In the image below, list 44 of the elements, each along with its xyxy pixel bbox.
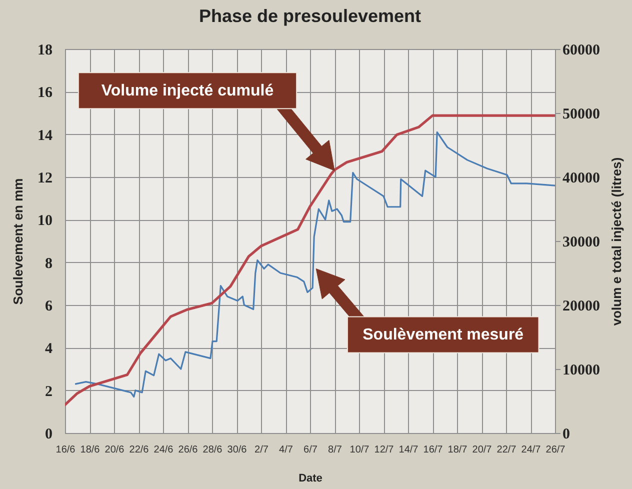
chart-title: Phase de presoulevement bbox=[198, 6, 422, 26]
annotation: Soulèvement mesuré bbox=[362, 326, 524, 344]
y2-tick-label: 0 bbox=[562, 426, 570, 442]
y-tick-label: 12 bbox=[38, 170, 52, 186]
x-tick-label: 10/7 bbox=[350, 444, 370, 456]
y2-tick-label: 60000 bbox=[562, 42, 600, 58]
x-tick-label: 16/6 bbox=[56, 444, 76, 456]
x-tick-label: 20/6 bbox=[104, 444, 125, 456]
x-tick-label: 22/7 bbox=[496, 444, 517, 456]
x-tick-label: 22/6 bbox=[129, 444, 150, 456]
x-tick-label: 18/6 bbox=[80, 444, 100, 456]
x-tick-label: 14/7 bbox=[398, 444, 419, 456]
y2-tick-label: 10000 bbox=[562, 362, 600, 378]
y-tick-label: 10 bbox=[38, 213, 52, 230]
y2-tick-label: 40000 bbox=[562, 170, 600, 186]
y-tick-label: 18 bbox=[38, 42, 52, 58]
x-tick-label: 20/7 bbox=[472, 444, 492, 456]
x-tick-label: 6/7 bbox=[304, 444, 318, 456]
x-tick-label: 28/6 bbox=[202, 444, 223, 456]
x-tick-label: 30/6 bbox=[227, 444, 248, 456]
y-axis-title: Soulevement en mm bbox=[10, 178, 26, 305]
x-tick-label: 8/7 bbox=[328, 444, 342, 456]
y-tick-label: 14 bbox=[38, 128, 53, 144]
y-tick-label: 2 bbox=[45, 384, 52, 400]
x-axis-title: Date bbox=[298, 472, 322, 484]
y2-tick-label: 20000 bbox=[562, 298, 600, 314]
y2-tick-label: 30000 bbox=[562, 234, 600, 250]
y-tick-label: 16 bbox=[38, 85, 53, 102]
x-tick-label: 24/7 bbox=[521, 444, 542, 456]
x-tick-label: 16/7 bbox=[423, 444, 444, 456]
annotation: Volume injecté cumulé bbox=[101, 82, 274, 100]
x-tick-label: 24/6 bbox=[154, 444, 174, 456]
x-tick-label: 12/7 bbox=[374, 444, 394, 456]
y-tick-label: 8 bbox=[45, 256, 52, 272]
x-tick-label: 26/7 bbox=[546, 444, 566, 456]
y-tick-label: 4 bbox=[45, 341, 53, 358]
y-tick-label: 6 bbox=[45, 298, 53, 314]
y2-axis-title: volum e total injecté (litres) bbox=[609, 157, 624, 326]
y2-tick-label: 50000 bbox=[562, 106, 600, 122]
x-tick-label: 18/7 bbox=[448, 444, 468, 456]
x-tick-label: 26/6 bbox=[178, 444, 198, 456]
x-tick-label: 4/7 bbox=[279, 444, 294, 456]
y-tick-label: 0 bbox=[45, 426, 52, 442]
x-tick-label: 2/7 bbox=[254, 444, 269, 456]
